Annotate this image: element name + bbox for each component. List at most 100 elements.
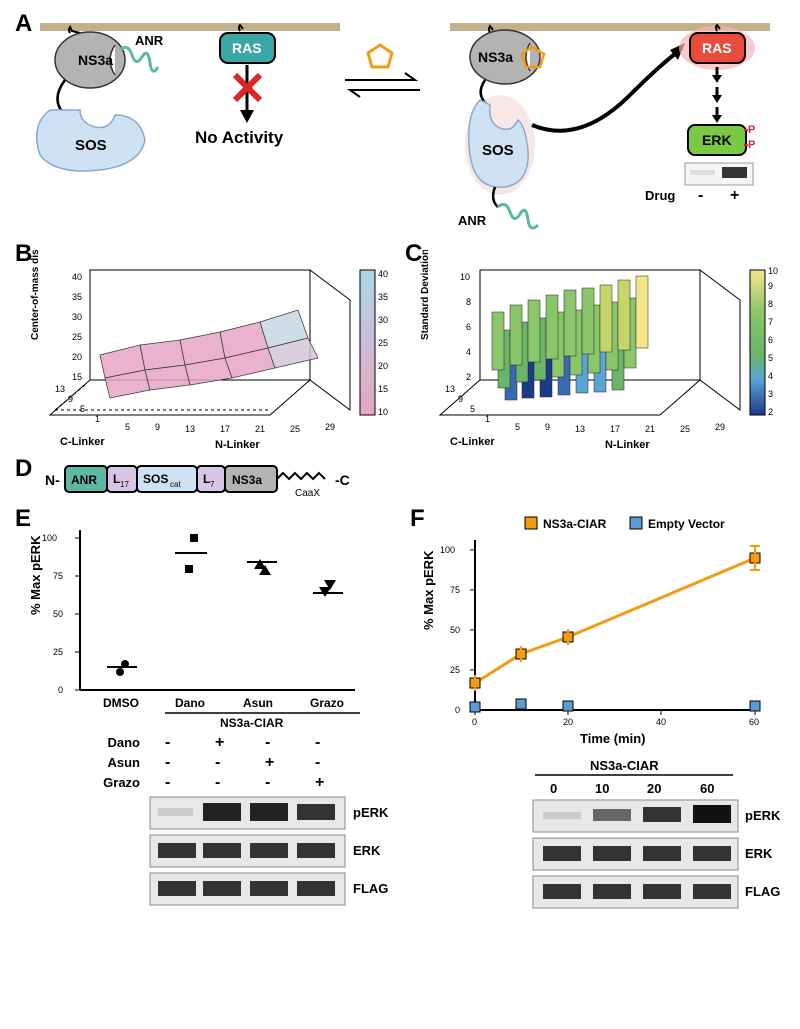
svg-text:13: 13 <box>445 384 455 394</box>
svg-text:+: + <box>315 774 324 791</box>
svg-text:9: 9 <box>155 422 160 432</box>
sos-ras-arrow <box>532 50 680 131</box>
svg-text:9: 9 <box>458 394 463 404</box>
drug-label: Drug <box>645 188 675 203</box>
svg-text:75: 75 <box>53 571 63 581</box>
caax-label: CaaX <box>295 488 320 499</box>
y-axis-b: C-Linker <box>60 436 105 448</box>
y-axis-c: C-Linker <box>450 436 495 448</box>
svg-text:Asun: Asun <box>243 696 273 710</box>
arrowhead-left <box>240 110 254 123</box>
svg-text:20: 20 <box>378 361 388 371</box>
svg-text:17: 17 <box>610 424 620 434</box>
p2: P <box>748 139 755 151</box>
sos-label-left: SOS <box>75 137 107 154</box>
svg-text:9: 9 <box>545 422 550 432</box>
svg-text:-: - <box>165 754 170 771</box>
svg-text:-: - <box>215 774 220 791</box>
svg-text:3: 3 <box>768 389 773 399</box>
svg-text:cat: cat <box>170 480 181 489</box>
svg-text:Asun: Asun <box>108 755 141 770</box>
x-axis-b: N-Linker <box>215 439 260 450</box>
svg-text:-: - <box>698 187 703 204</box>
svg-text:Grazo: Grazo <box>103 775 140 790</box>
ras-right: RAS <box>679 25 755 70</box>
panel-e: 0 25 50 75 100 % Max pERK <box>25 515 405 1005</box>
svg-text:60: 60 <box>700 781 714 796</box>
sos-left: SOS <box>37 110 145 171</box>
blot-title-f: NS3a-CIAR <box>590 758 659 773</box>
svg-text:-: - <box>165 734 170 751</box>
svg-text:-: - <box>165 774 170 791</box>
anr-label-left: ANR <box>135 33 164 48</box>
equilibrium-arrows-icon <box>345 73 420 97</box>
ns3a-left: NS3a <box>55 27 125 88</box>
svg-text:SOS: SOS <box>143 472 168 486</box>
svg-text:-: - <box>215 754 220 771</box>
svg-text:10: 10 <box>378 407 388 417</box>
svg-text:Dano: Dano <box>175 696 205 710</box>
blot-f: pERK ERK FLAG <box>533 800 781 908</box>
svg-text:0: 0 <box>550 781 557 796</box>
svg-text:20: 20 <box>647 781 661 796</box>
svg-text:pERK: pERK <box>353 805 389 820</box>
ns3a-label-left: NS3a <box>78 52 113 68</box>
svg-text:25: 25 <box>72 332 82 342</box>
ns3a-right: NS3a <box>470 26 544 84</box>
x-axis-f: Time (min) <box>580 731 646 746</box>
panel-b: Center-of-mass distance (Å) 152025 30354… <box>20 250 400 450</box>
svg-text:40: 40 <box>656 717 666 727</box>
svg-text:15: 15 <box>378 384 388 394</box>
svg-text:FLAG: FLAG <box>353 881 388 896</box>
svg-text:15: 15 <box>72 372 82 382</box>
svg-text:40: 40 <box>72 272 82 282</box>
svg-text:13: 13 <box>185 424 195 434</box>
erk-label: ERK <box>702 132 732 148</box>
svg-text:Dano: Dano <box>108 735 141 750</box>
svg-text:8: 8 <box>768 299 773 309</box>
legend-empty-icon <box>630 517 642 529</box>
svg-text:ERK: ERK <box>745 846 773 861</box>
svg-text:ANR: ANR <box>71 473 97 487</box>
svg-text:100: 100 <box>440 545 455 555</box>
svg-text:6: 6 <box>466 322 471 332</box>
svg-text:pERK: pERK <box>745 808 781 823</box>
svg-text:0: 0 <box>455 705 460 715</box>
svg-text:0: 0 <box>472 717 477 727</box>
svg-text:13: 13 <box>575 424 585 434</box>
anr-label-right: ANR <box>458 213 487 228</box>
svg-text:17: 17 <box>220 424 230 434</box>
svg-text:FLAG: FLAG <box>745 884 780 899</box>
svg-text:NS3a: NS3a <box>232 473 262 487</box>
panel-c: Standard Deviation (Å) 246810 N-Linker 5… <box>410 250 790 450</box>
ras-label-left: RAS <box>232 40 262 56</box>
svg-text:50: 50 <box>53 609 63 619</box>
svg-text:+: + <box>730 187 739 204</box>
p1: P <box>748 124 755 136</box>
blot-e: pERK ERK FLAG <box>150 797 389 905</box>
ns3a-label-right: NS3a <box>478 49 513 65</box>
colorbar-b <box>360 270 375 415</box>
anr-squiggle-right <box>498 204 538 228</box>
plot3d-c <box>440 270 740 415</box>
ras-label-right: RAS <box>702 40 732 56</box>
y-axis-e: % Max pERK <box>28 535 43 615</box>
svg-text:75: 75 <box>450 585 460 595</box>
bars-c <box>492 276 648 400</box>
svg-text:29: 29 <box>715 422 725 432</box>
svg-text:-: - <box>265 734 270 751</box>
membrane-left <box>40 23 340 31</box>
group-label-e: NS3a-CIAR <box>220 716 284 730</box>
svg-text:40: 40 <box>378 269 388 279</box>
svg-text:25: 25 <box>378 338 388 348</box>
svg-text:60: 60 <box>749 717 759 727</box>
svg-text:13: 13 <box>55 384 65 394</box>
no-activity-label: No Activity <box>195 128 284 147</box>
svg-text:29: 29 <box>325 422 335 432</box>
svg-text:-: - <box>315 754 320 771</box>
ns3a-line <box>475 558 755 683</box>
svg-text:21: 21 <box>255 424 265 434</box>
svg-text:1: 1 <box>95 414 100 424</box>
svg-text:20: 20 <box>72 352 82 362</box>
figure: A NS3a ANR SOS <box>10 10 790 1019</box>
